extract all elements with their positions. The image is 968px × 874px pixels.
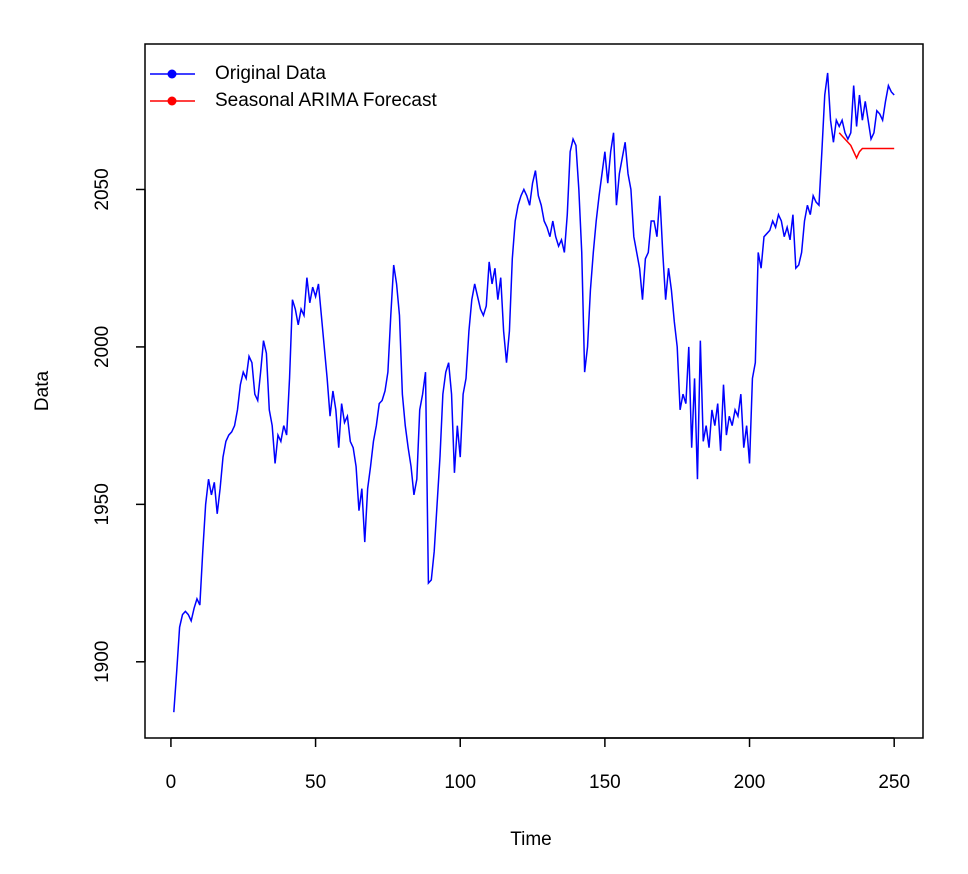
y-tick-label: 1950 xyxy=(92,483,113,525)
legend-dot xyxy=(167,69,177,79)
x-tick-label: 100 xyxy=(444,772,476,793)
x-tick-label: 250 xyxy=(878,772,910,793)
series-line xyxy=(838,132,895,160)
x-tick-label: 50 xyxy=(305,772,326,793)
series-line xyxy=(173,72,895,713)
legend-dot xyxy=(167,96,177,106)
x-tick-label: 0 xyxy=(166,772,177,793)
x-tick-label: 200 xyxy=(734,772,766,793)
legend-label: Seasonal ARIMA Forecast xyxy=(215,90,437,111)
y-tick-label: 1900 xyxy=(92,641,113,683)
x-axis-label: Time xyxy=(510,829,552,850)
y-axis-label: Data xyxy=(32,371,53,412)
y-tick-label: 2050 xyxy=(92,168,113,210)
y-tick-label: 2000 xyxy=(92,326,113,368)
plot-box xyxy=(144,43,924,739)
legend-label: Original Data xyxy=(215,63,326,84)
x-tick-label: 150 xyxy=(589,772,621,793)
